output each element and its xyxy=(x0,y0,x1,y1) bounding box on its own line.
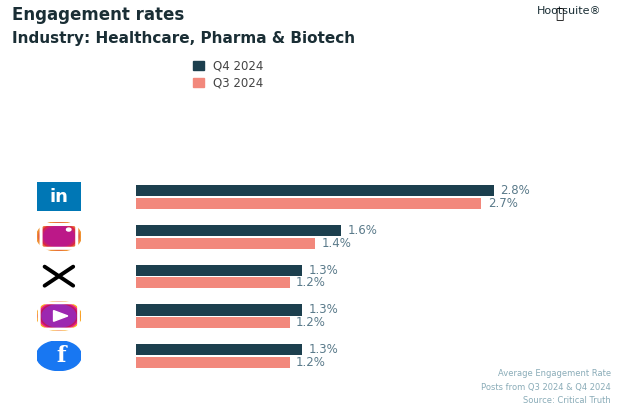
Text: 2.7%: 2.7% xyxy=(488,197,518,210)
Circle shape xyxy=(42,225,76,248)
Text: f: f xyxy=(56,345,66,367)
Bar xyxy=(136,344,303,355)
Text: 1.3%: 1.3% xyxy=(309,343,339,356)
Circle shape xyxy=(38,302,79,330)
Circle shape xyxy=(40,224,78,249)
Bar xyxy=(136,265,303,276)
FancyBboxPatch shape xyxy=(33,180,84,214)
Text: 🦉: 🦉 xyxy=(555,7,564,21)
Text: 1.2%: 1.2% xyxy=(296,276,326,290)
Text: 1.2%: 1.2% xyxy=(296,356,326,369)
Circle shape xyxy=(44,226,74,247)
Circle shape xyxy=(66,228,71,231)
Text: Hootsuite®: Hootsuite® xyxy=(537,6,601,16)
Text: 1.3%: 1.3% xyxy=(309,263,339,277)
Bar xyxy=(136,357,290,368)
Text: 1.4%: 1.4% xyxy=(322,237,352,249)
Bar xyxy=(136,198,481,209)
Text: Engagement rates: Engagement rates xyxy=(12,6,185,24)
Bar xyxy=(136,278,290,289)
Text: 1.6%: 1.6% xyxy=(347,224,377,237)
Text: 1.3%: 1.3% xyxy=(309,304,339,316)
Bar xyxy=(136,304,303,316)
Circle shape xyxy=(40,304,78,328)
Legend: Q4 2024, Q3 2024: Q4 2024, Q3 2024 xyxy=(193,59,264,90)
Circle shape xyxy=(38,223,79,250)
Text: Industry: Healthcare, Pharma & Biotech: Industry: Healthcare, Pharma & Biotech xyxy=(12,31,355,46)
Text: Average Engagement Rate
Posts from Q3 2024 & Q4 2024
Source: Critical Truth: Average Engagement Rate Posts from Q3 20… xyxy=(481,369,611,405)
Polygon shape xyxy=(53,311,68,321)
Bar xyxy=(136,185,494,196)
Bar xyxy=(136,225,341,236)
Circle shape xyxy=(37,301,81,331)
Text: in: in xyxy=(50,188,68,206)
Text: 1.2%: 1.2% xyxy=(296,316,326,329)
Bar xyxy=(136,317,290,328)
Circle shape xyxy=(37,221,81,251)
Circle shape xyxy=(37,341,81,370)
Text: 2.8%: 2.8% xyxy=(500,184,530,197)
Circle shape xyxy=(42,305,76,327)
Bar xyxy=(136,237,315,249)
